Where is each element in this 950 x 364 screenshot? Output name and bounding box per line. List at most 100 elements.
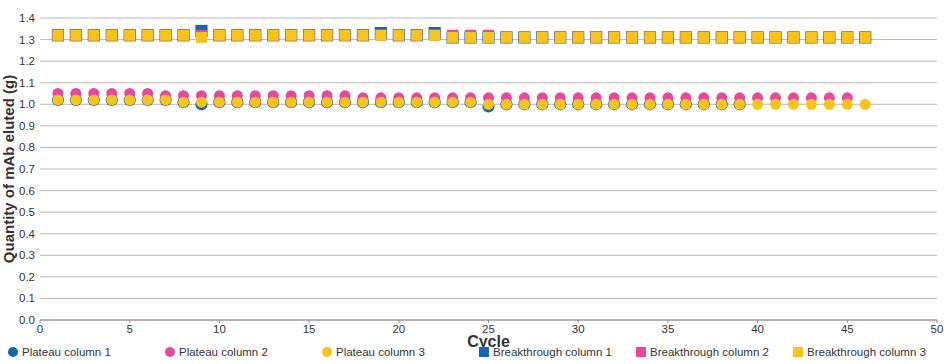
square-point — [142, 29, 154, 41]
circle-point — [304, 97, 315, 108]
circle-point — [447, 97, 458, 108]
x-tick-label: 10 — [213, 323, 226, 335]
y-tick-label: 1.0 — [19, 98, 35, 110]
square-point — [627, 32, 638, 43]
square-point — [787, 31, 799, 43]
legend-label: Breakthrough column 2 — [650, 346, 769, 358]
square-point — [232, 30, 243, 41]
square-point — [285, 29, 297, 41]
y-tick-label: 0.2 — [19, 271, 35, 283]
square-point — [357, 30, 368, 41]
grid-line — [40, 82, 937, 83]
circle-point — [106, 94, 117, 105]
square-point — [304, 30, 315, 41]
circle-point — [393, 97, 404, 108]
circle-point — [662, 99, 673, 110]
square-point — [339, 30, 350, 41]
square-point — [106, 30, 117, 41]
square-point — [806, 32, 817, 43]
grid-line — [40, 18, 937, 19]
circle-point — [698, 99, 709, 110]
square-point — [411, 30, 422, 41]
square-point — [52, 30, 63, 41]
grid-line — [40, 147, 937, 148]
square-point — [447, 32, 458, 43]
series — [52, 94, 746, 113]
square-point — [267, 29, 279, 41]
square-point — [680, 31, 692, 43]
square-point — [609, 32, 620, 43]
square-point — [591, 32, 602, 43]
legend-label: Breakthrough column 3 — [807, 346, 926, 358]
series — [52, 25, 872, 44]
square-point — [196, 32, 207, 43]
legend-marker — [636, 347, 646, 357]
square-point — [214, 30, 225, 41]
square-point — [159, 29, 171, 41]
circle-point — [429, 97, 440, 108]
x-tick-label: 30 — [572, 323, 585, 335]
circle-point — [537, 99, 548, 110]
legend-label: Breakthrough column 1 — [493, 346, 612, 358]
square-point — [447, 31, 459, 43]
square-point — [806, 32, 817, 43]
x-tick-label: 35 — [662, 323, 675, 335]
square-point — [303, 29, 315, 41]
legend-marker — [8, 347, 18, 357]
y-tick-label: 0.1 — [19, 292, 35, 304]
square-point — [250, 30, 261, 41]
square-point — [52, 30, 63, 41]
x-tick-label: 0 — [37, 323, 43, 335]
square-point — [788, 32, 799, 43]
square-point — [842, 32, 853, 43]
circle-point — [88, 94, 99, 105]
circle-point — [824, 99, 835, 110]
x-tick-label: 15 — [303, 323, 316, 335]
square-point — [555, 32, 566, 43]
square-point — [752, 32, 763, 43]
square-point — [393, 29, 405, 41]
circle-point — [501, 99, 512, 110]
square-point — [823, 31, 835, 43]
legend-marker — [322, 347, 332, 357]
circle-point — [178, 97, 189, 108]
square-point — [788, 32, 799, 43]
square-point — [70, 30, 81, 41]
square-point — [770, 32, 781, 43]
square-point — [573, 32, 584, 43]
square-point — [500, 31, 512, 43]
square-point — [537, 32, 548, 43]
square-point — [88, 30, 99, 41]
circle-point — [268, 97, 279, 108]
x-tick-label: 50 — [931, 323, 944, 335]
square-point — [662, 32, 673, 43]
square-point — [464, 31, 476, 43]
square-point — [482, 31, 494, 43]
square-point — [375, 30, 386, 41]
square-point — [124, 29, 136, 41]
square-point — [841, 31, 853, 43]
square-point — [375, 30, 386, 41]
square-point — [483, 32, 494, 43]
square-point — [160, 30, 171, 41]
series — [52, 30, 870, 43]
square-point — [734, 31, 746, 43]
grid-line — [40, 298, 937, 299]
square-point — [465, 32, 476, 43]
square-point — [591, 32, 602, 43]
x-tick-label: 20 — [392, 323, 405, 335]
square-point — [106, 29, 118, 41]
circle-point — [124, 94, 135, 105]
circle-point — [806, 99, 817, 110]
square-point — [555, 32, 566, 43]
square-point — [357, 29, 369, 41]
circle-point — [680, 99, 691, 110]
circle-point — [142, 94, 153, 105]
square-point — [88, 30, 99, 41]
circle-point — [465, 97, 476, 108]
y-axis-title: Quantity of mAb eluted (g) — [0, 75, 17, 263]
legend-label: Plateau column 3 — [336, 346, 425, 358]
y-tick-label: 1.2 — [19, 55, 35, 67]
grid-line — [40, 233, 937, 234]
legend-label: Plateau column 2 — [179, 346, 268, 358]
